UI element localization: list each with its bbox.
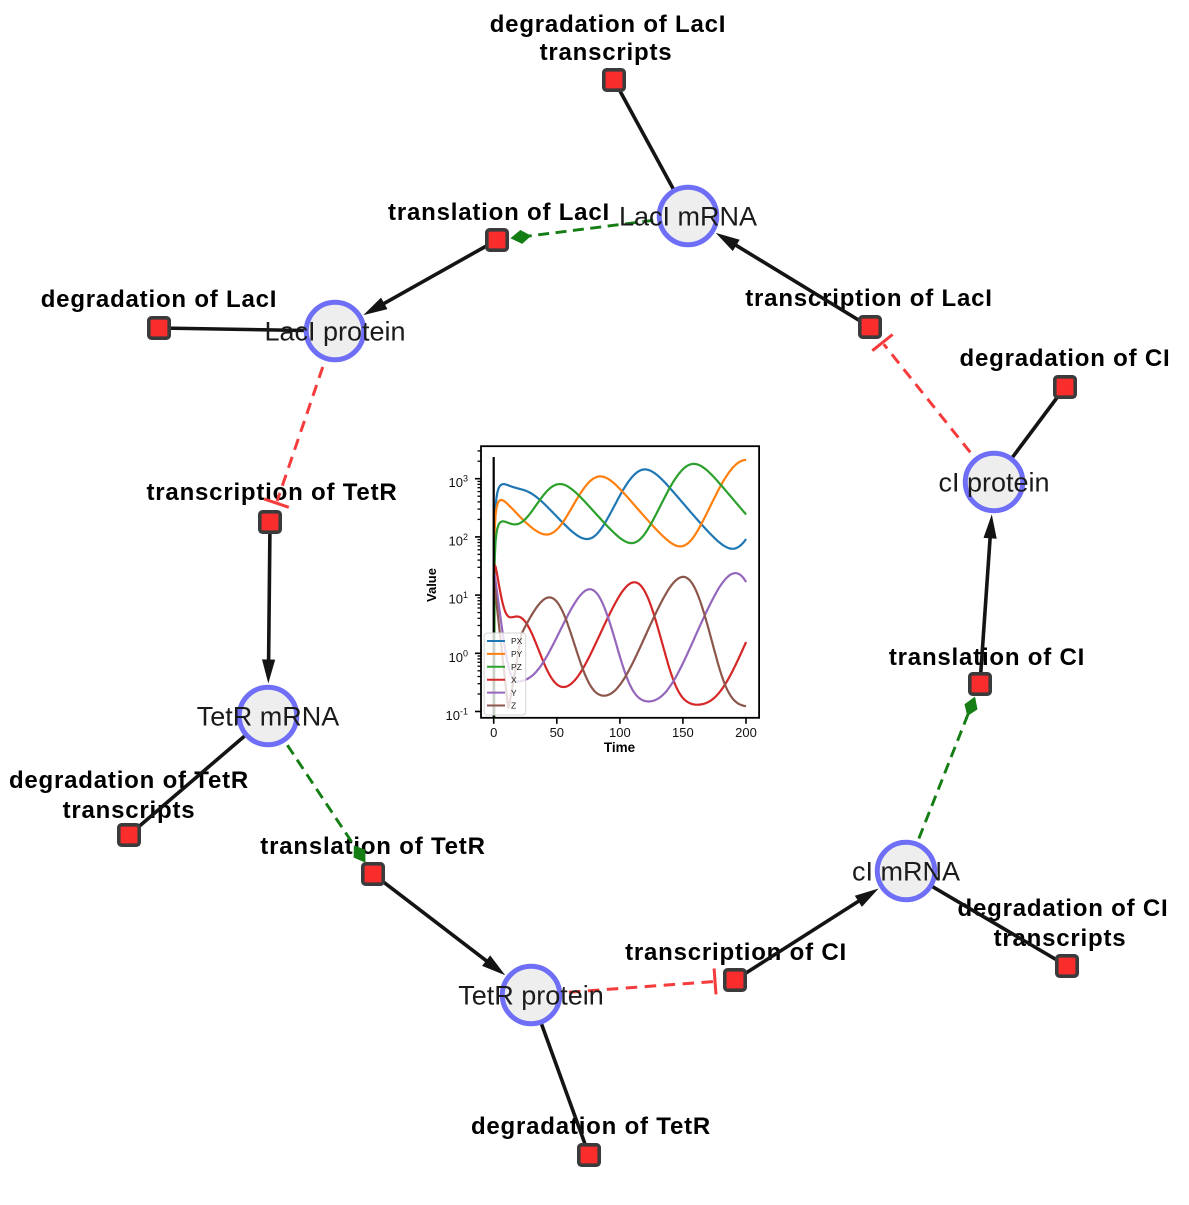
svg-text:200: 200 — [735, 725, 757, 740]
svg-text:X: X — [511, 675, 517, 685]
svg-text:degradation of CI: degradation of CI — [960, 345, 1171, 372]
svg-text:100: 100 — [609, 725, 631, 740]
svg-text:transcripts: transcripts — [63, 797, 196, 824]
svg-text:Time: Time — [604, 740, 636, 755]
svg-text:translation of TetR: translation of TetR — [260, 833, 485, 860]
svg-text:degradation of TetR: degradation of TetR — [9, 767, 249, 794]
svg-text:Z: Z — [511, 701, 516, 711]
svg-text:TetR protein: TetR protein — [458, 981, 604, 1011]
svg-text:50: 50 — [550, 725, 564, 740]
svg-text:PX: PX — [511, 636, 523, 646]
svg-text:translation of CI: translation of CI — [889, 644, 1085, 671]
svg-text:transcripts: transcripts — [994, 925, 1127, 952]
svg-text:transcription of LacI: transcription of LacI — [745, 285, 993, 312]
svg-text:cI protein: cI protein — [938, 468, 1049, 498]
svg-text:PZ: PZ — [511, 662, 522, 672]
svg-text:LacI protein: LacI protein — [264, 317, 405, 347]
svg-text:Value: Value — [424, 568, 439, 602]
svg-text:degradation of CI: degradation of CI — [958, 895, 1169, 922]
svg-text:degradation of TetR: degradation of TetR — [471, 1113, 711, 1140]
svg-text:PY: PY — [511, 649, 523, 659]
svg-text:transcripts: transcripts — [540, 39, 673, 66]
svg-text:Y: Y — [511, 688, 517, 698]
svg-text:TetR mRNA: TetR mRNA — [197, 702, 340, 732]
svg-text:degradation of LacI: degradation of LacI — [41, 286, 278, 313]
svg-text:cI mRNA: cI mRNA — [852, 857, 960, 887]
svg-text:translation of LacI: translation of LacI — [388, 199, 610, 226]
svg-text:degradation of LacI: degradation of LacI — [490, 11, 727, 38]
svg-text:transcription of CI: transcription of CI — [625, 939, 847, 966]
svg-text:0: 0 — [490, 725, 497, 740]
svg-text:150: 150 — [672, 725, 694, 740]
svg-text:LacI mRNA: LacI mRNA — [619, 202, 757, 232]
